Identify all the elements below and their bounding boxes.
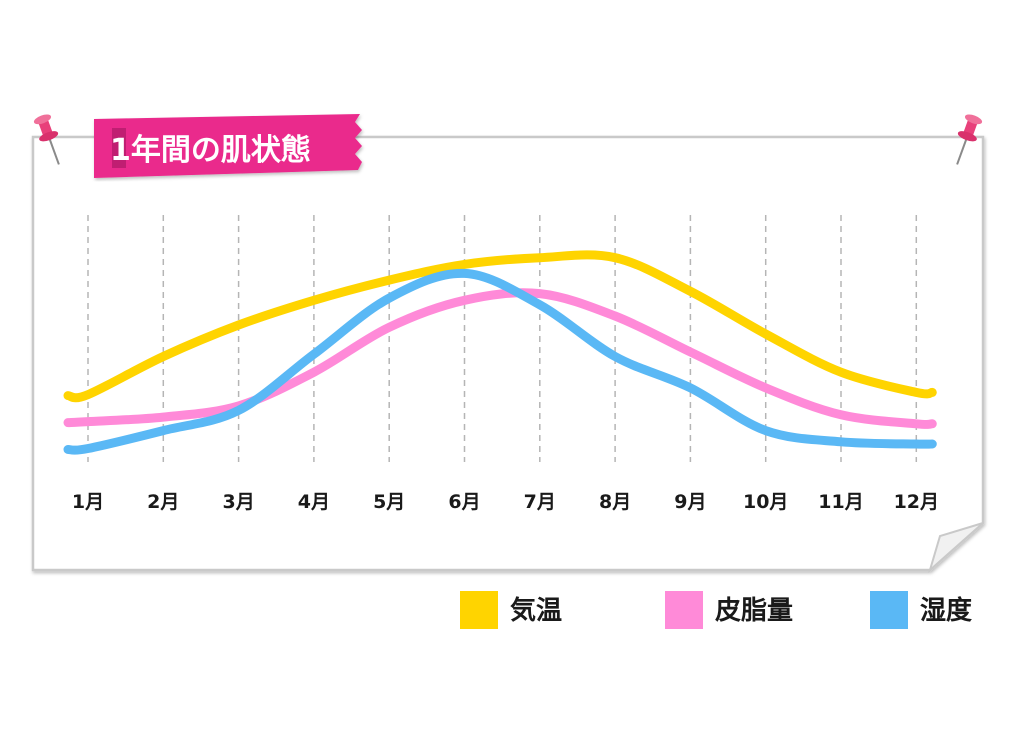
x-tick-label: 9月 [674, 491, 706, 513]
x-tick-label: 5月 [373, 491, 405, 513]
legend-label: 湿度 [920, 595, 972, 626]
x-tick-label: 8月 [599, 491, 631, 513]
x-tick-label: 4月 [298, 491, 330, 513]
x-tick-label: 3月 [222, 491, 254, 513]
legend-label: 気温 [510, 595, 562, 626]
x-tick-label: 6月 [448, 491, 480, 513]
series-line-0 [63, 250, 937, 403]
x-tick-label: 10月 [743, 491, 788, 513]
x-tick-label: 7月 [524, 491, 556, 513]
legend-swatch [870, 591, 908, 629]
legend-swatch [460, 591, 498, 629]
pushpin-left-icon [33, 114, 60, 165]
legend-label: 皮脂量 [715, 596, 793, 626]
pushpin-right-icon [956, 114, 983, 165]
series-line-1 [63, 288, 937, 429]
x-tick-label: 2月 [147, 491, 179, 513]
legend: 気温 皮脂量 湿度 [460, 591, 972, 629]
title-banner: 1年間の肌状態 [94, 114, 362, 178]
x-tick-label: 12月 [894, 491, 939, 513]
series-line-2 [63, 268, 937, 455]
x-tick-label: 11月 [818, 491, 863, 513]
x-tick-label: 1月 [72, 491, 104, 513]
chart-title: 1年間の肌状態 [110, 133, 311, 168]
x-tick-labels: 1月 2月 3月 4月 5月 6月 7月 8月 9月 10月 11月 12月 [72, 491, 939, 513]
page-curl [928, 522, 984, 574]
legend-swatch [665, 591, 703, 629]
series-lines [63, 250, 937, 455]
